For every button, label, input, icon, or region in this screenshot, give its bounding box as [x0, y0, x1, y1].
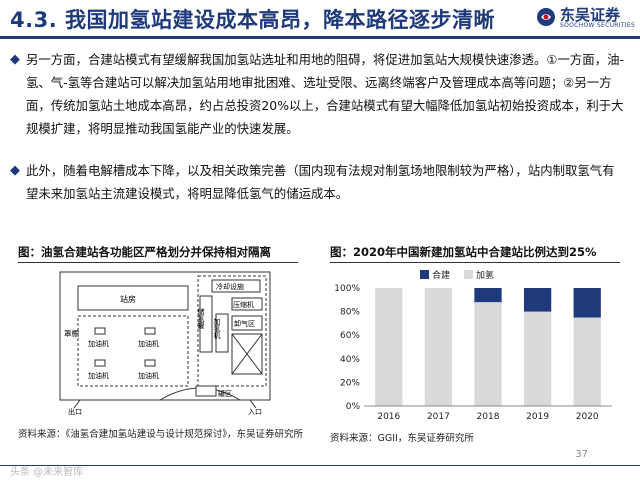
compressor-unit [231, 297, 263, 311]
label-dispenser-3: 加油机 [88, 371, 109, 380]
chart-legend: 合建 加氢 [420, 269, 494, 281]
x-tick-label: 2016 [377, 412, 400, 422]
bar-segment [424, 288, 453, 406]
chart-title-rule [330, 262, 620, 263]
y-tick-label: 80% [340, 308, 360, 318]
tank-area [195, 385, 217, 397]
x-tick-label: 2018 [477, 412, 500, 422]
figure-left-title: 图：油氢合建站各功能区严格划分并保持相对隔离 [18, 245, 271, 259]
x-tick-label: 2020 [576, 412, 599, 422]
label-canopy: 罩棚 [64, 328, 79, 338]
bullet-diamond-icon: ◆ [10, 163, 20, 178]
bar-segment [474, 288, 502, 303]
cooling-unit [211, 279, 261, 293]
page-number: 37 [575, 449, 588, 460]
y-axis: 0% 20% 40% 60% 80% 100% [334, 284, 360, 412]
x-tick-label: 2019 [526, 412, 549, 422]
y-tick-label: 60% [340, 331, 360, 341]
label-station: 站房 [120, 294, 136, 304]
company-logo: 东吴证券 SOOCHOW SECURITIES [536, 4, 636, 32]
title-bar: 4.3. 我国加氢站建设成本高昂，降本路径逐步清晰 东吴证券 SOOCHOW S… [0, 0, 640, 40]
legend-label: 合建 [432, 269, 450, 281]
x-axis: 2016 2017 2018 2019 2020 [364, 405, 612, 422]
label-dispenser-2: 加油机 [138, 339, 159, 348]
canopy [77, 315, 189, 387]
bar-segment [573, 288, 601, 318]
y-tick-label: 0% [346, 402, 361, 412]
unload-area [231, 315, 263, 331]
page-title: 4.3. 我国加氢站建设成本高昂，降本路径逐步清晰 [10, 8, 495, 32]
y-tick-label: 40% [340, 355, 360, 365]
stacked-bar-chart: 合建 加氢 0% 20% 40% 60% 80% 100% 2016 2017 2018 2019… [334, 269, 612, 422]
title-divider [0, 36, 640, 39]
station-house [77, 285, 189, 311]
label-cooling: 冷却设施 [216, 282, 244, 291]
legend-swatch [420, 270, 429, 279]
bar-segment [523, 288, 552, 312]
bar-segment [573, 317, 601, 406]
label-dispenser-1: 加油机 [88, 339, 109, 348]
y-tick-label: 100% [334, 284, 360, 294]
label-h2-dispenser: 加氢机 [213, 317, 221, 340]
bar-segment [474, 302, 502, 406]
logo-text-cn: 东吴证券 [560, 6, 621, 24]
x-tick-label: 2017 [427, 412, 450, 422]
station-layout-diagram: 站房 罩棚 加油机 加油机 加油机 加油机 冷却设施 压缩机 储氢罐 加氢机 卸… [59, 271, 271, 416]
chart-title: 图：2020年中国新建加氢站中合建站比例达到25% [330, 245, 597, 259]
logo-text-en: SOOCHOW SECURITIES [560, 22, 636, 29]
label-tank: 罐区 [218, 389, 232, 398]
label-storage: 储氢罐 [197, 307, 205, 330]
h2-dispenser [215, 313, 229, 353]
paragraph-2: 此外，随着电解槽成本下降，以及相关政策完善（国内现有法规对制氢场地限制较为严格）… [26, 163, 615, 201]
label-compressor: 压缩机 [233, 300, 254, 309]
footer-rule [0, 465, 640, 466]
figure-left-rule [18, 262, 298, 263]
bullet-diamond-icon: ◆ [10, 52, 20, 67]
label-inlet: 入口 [248, 408, 262, 416]
chart-source: 资料来源：GGII，东吴证券研究所 [330, 433, 474, 444]
watermark-text: 头条 @未来智库 [10, 467, 84, 478]
bars [375, 288, 601, 406]
label-unload: 卸气区 [234, 319, 255, 328]
bar-segment [523, 311, 552, 406]
storage-tank [199, 295, 213, 353]
logo-icon [537, 8, 555, 26]
legend-label: 加氢 [476, 269, 494, 281]
figure-left-source: 资料来源：《油氢合建加氢站建设与设计规范探讨》，东吴证券研究所 [18, 429, 304, 440]
paragraph-1: 另一方面，合建站模式有望缓解我国加氢站选址和用地的阻碍，将促进加氢站大规模快速渗… [26, 52, 624, 136]
bar-segment [375, 288, 403, 406]
label-dispenser-4: 加油机 [138, 371, 159, 380]
legend-swatch [464, 270, 473, 279]
label-outlet: 出口 [68, 407, 82, 416]
y-tick-label: 20% [340, 378, 360, 388]
